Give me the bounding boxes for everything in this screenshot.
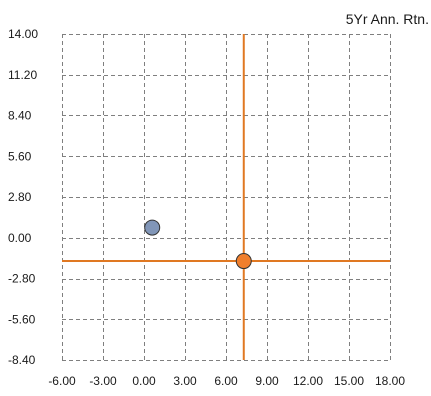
data-points [144, 219, 252, 270]
x-tick-label: 0.00 [132, 374, 156, 388]
data-point-series-2 [235, 253, 252, 270]
y-tick-label: 2.80 [8, 190, 32, 204]
y-tick-label: -5.60 [8, 312, 36, 326]
chart-title: 5Yr Ann. Rtn. [346, 11, 429, 27]
x-tick-label: -6.00 [48, 374, 76, 388]
x-tick-label: 18.00 [375, 374, 405, 388]
x-tick-label: 12.00 [293, 374, 323, 388]
x-tick-label: 3.00 [173, 374, 197, 388]
y-tick-label: 0.00 [8, 231, 32, 245]
x-axis-tick-labels: -6.00 -3.00 0.00 3.00 6.00 9.00 12.00 15.00 18.0… [48, 374, 405, 388]
x-tick-label: 9.00 [255, 374, 279, 388]
y-tick-label: 5.60 [8, 149, 32, 163]
y-tick-label: -2.80 [8, 272, 36, 286]
grid-lines [62, 34, 391, 361]
crosshair-lines [62, 34, 390, 360]
y-axis-tick-labels: 14.00 11.20 8.40 5.60 2.80 0.00 -2.80 -5.60 -8.4… [8, 27, 38, 367]
y-tick-label: 11.20 [8, 68, 37, 82]
y-tick-label: 8.40 [8, 109, 32, 123]
x-tick-label: 6.00 [214, 374, 238, 388]
y-tick-label: 14.00 [8, 27, 38, 41]
x-tick-label: 15.00 [334, 374, 364, 388]
data-point-series-1 [144, 219, 161, 236]
x-tick-label: -3.00 [89, 374, 117, 388]
y-tick-label: -8.40 [8, 353, 36, 367]
